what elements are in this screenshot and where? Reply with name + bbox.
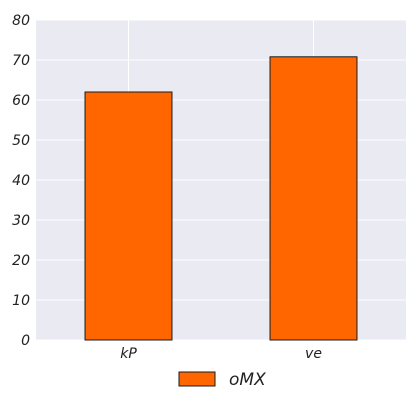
y-axis-ticks: 0 10 20 30 40 50 60 70 80 — [12, 13, 30, 349]
bar-kP — [84, 91, 173, 341]
legend-swatch-oMX — [178, 371, 216, 387]
y-tick-label-80: 80 — [12, 13, 30, 29]
y-tick-label-10: 10 — [12, 293, 30, 309]
y-tick-label-70: 70 — [12, 53, 30, 69]
y-tick-label-50: 50 — [12, 133, 30, 149]
y-tick-label-40: 40 — [12, 173, 30, 189]
y-tick-label-0: 0 — [21, 333, 30, 349]
x-axis-ticks: kP ve — [120, 346, 322, 362]
legend-label-oMX: oMX — [229, 370, 266, 390]
legend: oMX — [178, 370, 266, 390]
y-tick-label-20: 20 — [12, 253, 30, 269]
y-tick-label-30: 30 — [12, 213, 30, 229]
bar-ve — [269, 56, 358, 341]
x-tick-label-kP: kP — [120, 346, 137, 362]
x-tick-label-ve: ve — [305, 346, 322, 362]
bars — [84, 56, 358, 341]
y-tick-label-60: 60 — [12, 93, 30, 109]
